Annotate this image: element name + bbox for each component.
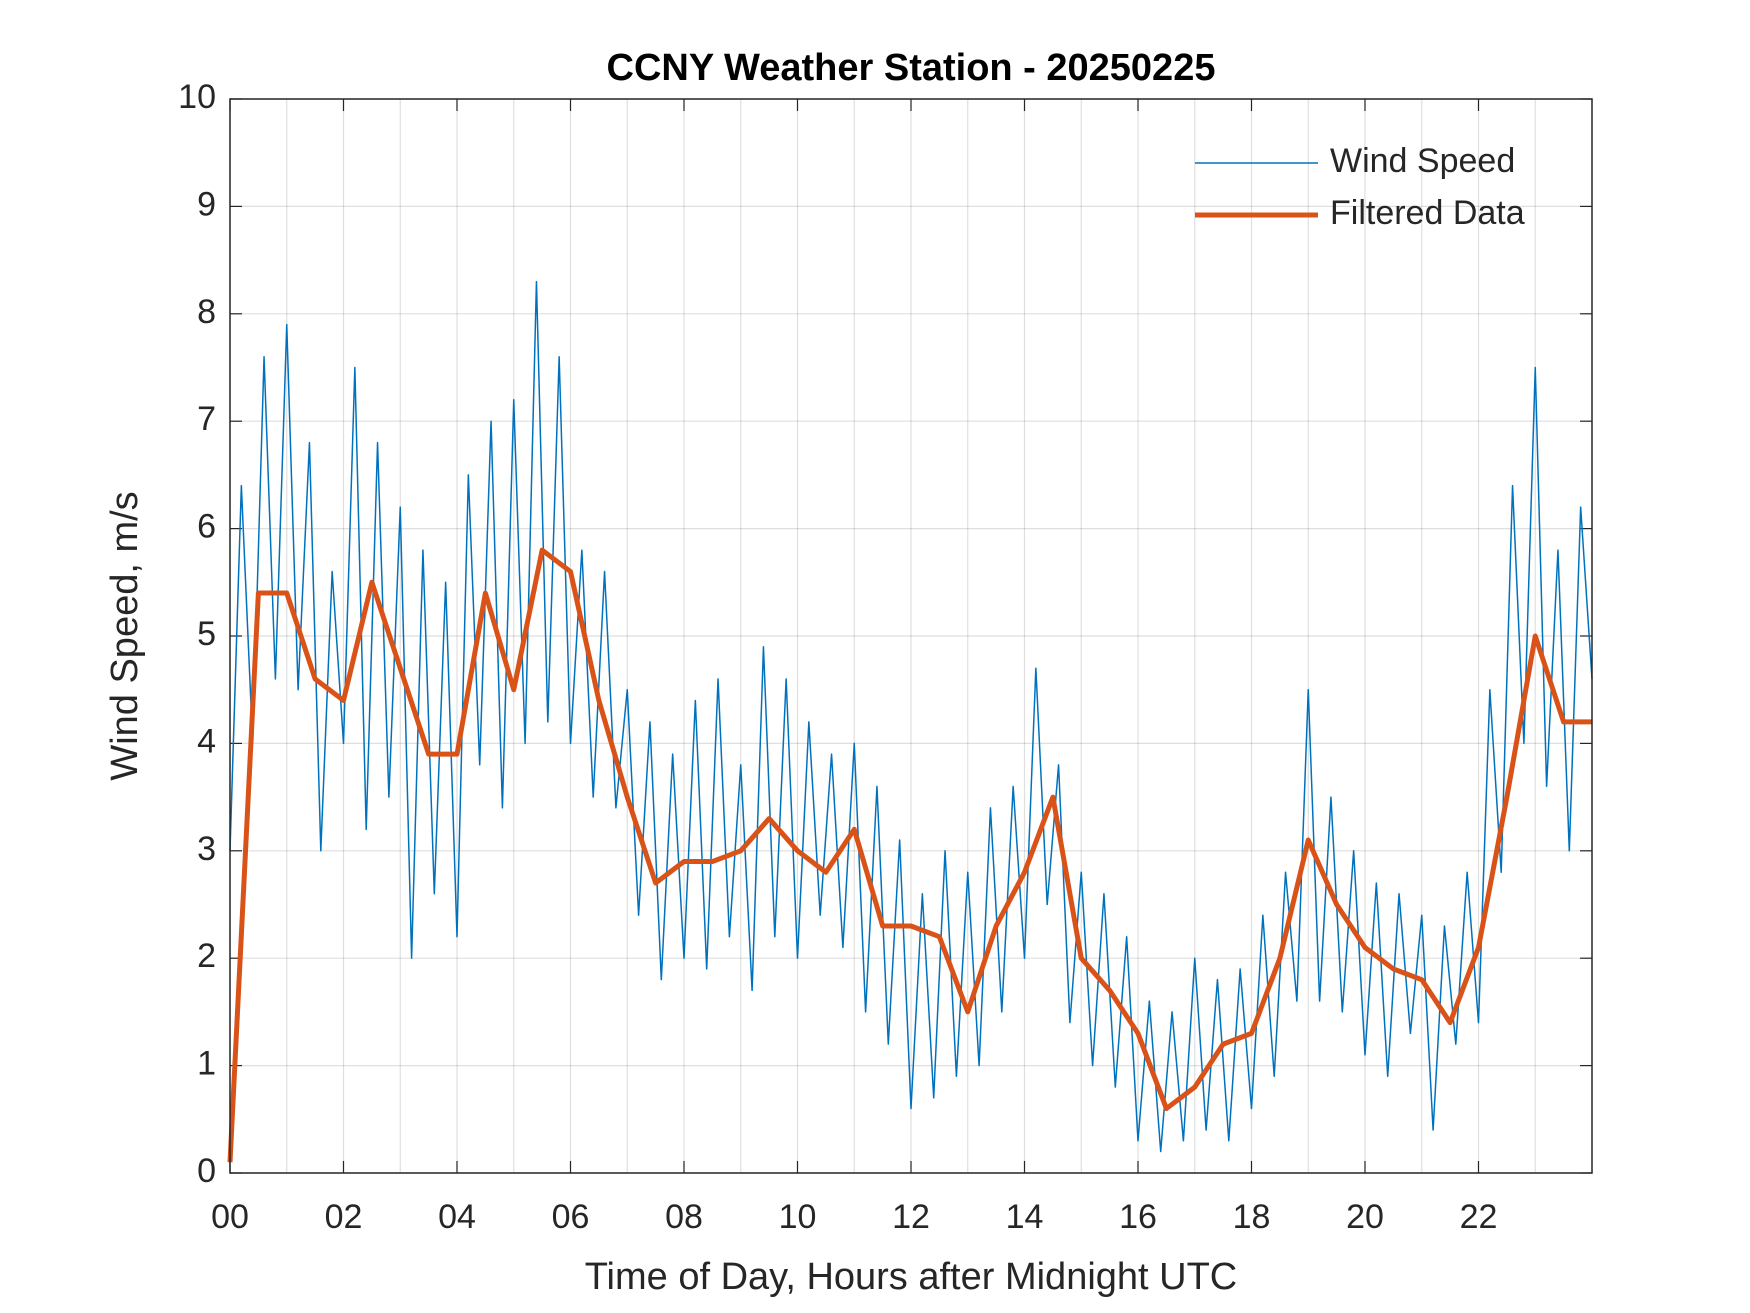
x-tick-label: 16	[1119, 1198, 1157, 1236]
legend-label: Filtered Data	[1330, 194, 1525, 232]
y-tick-label: 7	[197, 400, 216, 438]
y-tick-label: 8	[197, 293, 216, 331]
y-axis-label: Wind Speed, m/s	[104, 491, 146, 780]
chart-title: CCNY Weather Station - 20250225	[607, 47, 1216, 89]
y-tick-label: 6	[197, 508, 216, 546]
y-tick-label: 10	[178, 78, 216, 116]
y-tick-label: 4	[197, 722, 216, 760]
x-tick-label: 20	[1346, 1198, 1384, 1236]
data-line	[229, 280, 1593, 1153]
y-tick-label: 9	[197, 185, 216, 223]
y-tick-label: 1	[197, 1045, 216, 1083]
y-tick-label: 3	[197, 830, 216, 868]
plot-frame	[229, 98, 1593, 1174]
x-tick-label: 00	[211, 1198, 249, 1236]
legend-label: Wind Speed	[1330, 142, 1515, 180]
y-tick-label: 2	[197, 937, 216, 975]
x-tick-label: 02	[325, 1198, 363, 1236]
x-tick-label: 04	[438, 1198, 476, 1236]
y-tick-label: 5	[197, 615, 216, 653]
x-tick-label: 14	[1006, 1198, 1044, 1236]
data-line	[227, 547, 1592, 1163]
y-tick-label: 0	[197, 1152, 216, 1190]
x-tick-label: 08	[665, 1198, 703, 1236]
x-tick-label: 10	[779, 1198, 817, 1236]
x-tick-label: 06	[552, 1198, 590, 1236]
x-tick-label: 12	[892, 1198, 930, 1236]
x-tick-label: 22	[1460, 1198, 1498, 1236]
x-tick-label: 18	[1233, 1198, 1271, 1236]
x-axis-label: Time of Day, Hours after Midnight UTC	[585, 1256, 1238, 1298]
